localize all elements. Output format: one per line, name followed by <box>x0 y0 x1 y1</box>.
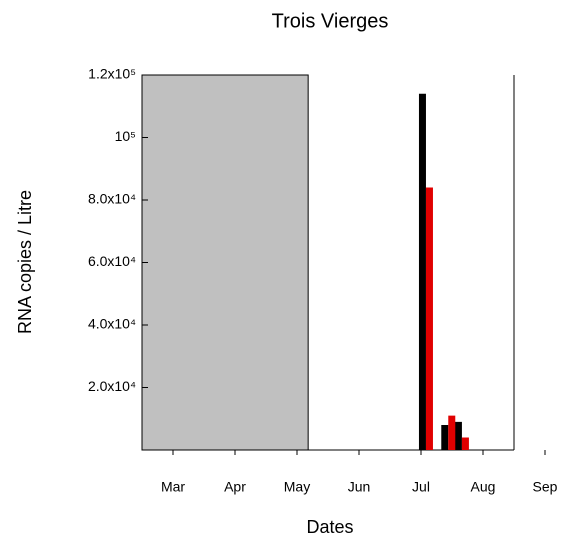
x-tick-label: Sep <box>533 479 558 495</box>
x-tick-label: May <box>284 479 310 495</box>
bar <box>441 425 449 450</box>
x-tick-label: Jul <box>412 479 430 495</box>
shaded-region <box>141 74 309 451</box>
y-axis-label: RNA copies / Litre <box>15 190 35 334</box>
chart-title: Trois Vierges <box>272 10 389 32</box>
y-tick-label: 8.0x10⁴ <box>88 191 136 207</box>
x-tick-label: Jun <box>348 479 371 495</box>
bar <box>461 437 469 450</box>
x-axis-label: Dates <box>306 517 353 537</box>
bar <box>418 93 426 450</box>
y-tick-label: 2.0x10⁴ <box>88 378 136 394</box>
bar <box>448 415 456 450</box>
y-tick-label: 6.0x10⁴ <box>88 253 136 269</box>
x-tick-label: Apr <box>224 479 246 495</box>
y-tick-label: 4.0x10⁴ <box>88 316 136 332</box>
y-tick-label: 10⁵ <box>115 128 136 144</box>
y-tick-label: 1.2x10⁵ <box>88 66 136 82</box>
bar <box>454 421 462 450</box>
bar <box>425 187 433 450</box>
x-tick-label: Aug <box>471 479 496 495</box>
x-tick-label: Mar <box>161 479 185 495</box>
